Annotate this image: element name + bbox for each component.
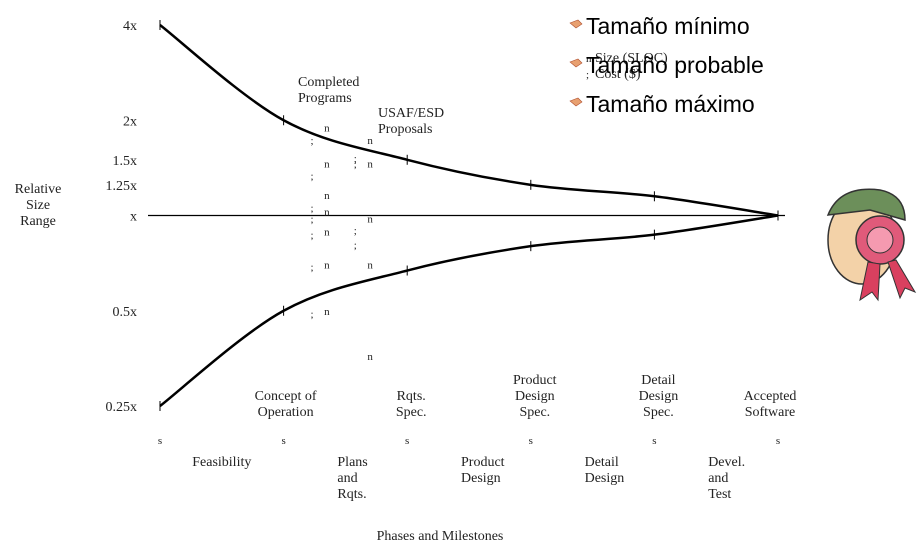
milestone-label: Concept of — [255, 389, 317, 404]
milestone-marker: s — [281, 435, 285, 447]
milestone-marker: s — [158, 435, 162, 447]
y-axis-label: Size — [26, 198, 50, 213]
milestone-marker: s — [405, 435, 409, 447]
data-point: ; — [310, 213, 313, 225]
milestone-marker: s — [529, 435, 533, 447]
y-tick-label: 1.25x — [106, 179, 138, 194]
milestone-label: Detail — [641, 373, 675, 388]
y-tick-label: 0.5x — [113, 305, 138, 320]
milestone-label: Rqts. — [397, 389, 426, 404]
milestone-label: Product — [513, 373, 557, 388]
bullet-text: Tamaño mínimo — [586, 13, 750, 39]
data-point: n — [367, 213, 373, 225]
phase-label: and — [337, 471, 357, 486]
y-axis-label: Range — [20, 214, 56, 229]
phase-label: Devel. — [708, 455, 745, 470]
y-axis-label: Relative — [15, 182, 62, 197]
data-point: n — [324, 306, 330, 318]
milestone-marker: s — [776, 435, 780, 447]
y-tick-label: 0.25x — [106, 400, 138, 415]
data-point: ; — [310, 261, 313, 273]
milestone-label: Accepted — [744, 389, 797, 404]
cone-line — [160, 216, 778, 407]
phase-label: Test — [708, 487, 731, 502]
phase-label: Product — [461, 455, 505, 470]
x-axis-label: Phases and Milestones — [377, 529, 504, 544]
group-label: Completed — [298, 75, 359, 90]
data-point: n — [367, 158, 373, 170]
bullet-icon — [570, 20, 582, 28]
data-point: ; — [310, 170, 313, 182]
phase-label: Detail — [585, 455, 619, 470]
data-point: ; — [310, 309, 313, 321]
data-point: ; — [354, 158, 357, 170]
data-point: ; — [354, 225, 357, 237]
phase-label: Design — [461, 471, 501, 486]
phase-label: Feasibility — [192, 455, 251, 470]
milestone-label: Software — [745, 405, 796, 420]
data-point: n — [324, 227, 330, 239]
milestone-label: Operation — [258, 405, 314, 420]
data-point: n — [324, 190, 330, 202]
y-tick-label: 4x — [123, 19, 137, 34]
data-point: n — [324, 158, 330, 170]
data-point: n — [324, 260, 330, 272]
phase-label: Design — [585, 471, 625, 486]
milestone-label: Design — [515, 389, 555, 404]
group-label: USAF/ESD — [378, 106, 444, 121]
data-point: n — [324, 122, 330, 134]
y-tick-label: 1.5x — [113, 154, 138, 169]
data-point: n — [367, 351, 373, 363]
data-point: n — [367, 135, 373, 147]
milestone-label: Spec. — [643, 405, 674, 420]
phase-label: and — [708, 471, 728, 486]
milestone-label: Spec. — [519, 405, 550, 420]
group-label: Programs — [298, 91, 352, 106]
bullet-icon — [570, 59, 582, 67]
phase-label: Plans — [337, 455, 367, 470]
bullet-text: Tamaño máximo — [586, 91, 755, 117]
data-point: n — [367, 260, 373, 272]
group-label: Proposals — [378, 122, 432, 137]
data-point: n — [324, 206, 330, 218]
milestone-marker: s — [652, 435, 656, 447]
phase-label: Rqts. — [337, 487, 366, 502]
milestone-label: Design — [639, 389, 679, 404]
clipart — [828, 189, 915, 300]
bullet-icon — [570, 98, 582, 106]
chart: RelativeSizeRange 4x 2x 1.5x 1.25x x 0.5x 0.25x… — [0, 0, 919, 547]
y-tick-label: x — [130, 210, 137, 225]
bullet-text: Tamaño probable — [586, 52, 764, 78]
data-point: ; — [354, 239, 357, 251]
data-point: ; — [310, 135, 313, 147]
page: RelativeSizeRange 4x 2x 1.5x 1.25x x 0.5x 0.25x… — [0, 0, 919, 547]
y-tick-label: 2x — [123, 114, 137, 129]
milestone-label: Spec. — [396, 405, 427, 420]
data-point: ; — [310, 230, 313, 242]
